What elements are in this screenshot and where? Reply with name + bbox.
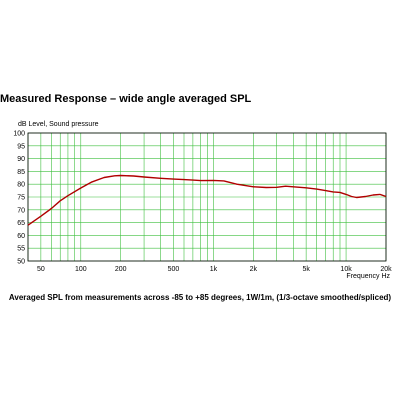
grid-lines (27, 132, 387, 262)
y-tick-label: 70 (17, 207, 25, 214)
y-tick-label: 60 (17, 233, 25, 240)
x-tick-label: 50 (37, 266, 45, 273)
plot-frame (27, 132, 387, 262)
x-tick-label: 2k (250, 266, 258, 273)
series-line-spl (27, 174, 387, 226)
x-tick-label: 20k (380, 266, 392, 273)
y-tick-label: 75 (17, 195, 25, 202)
x-tick-label: 500 (168, 266, 180, 273)
y-tick-label: 65 (17, 220, 25, 227)
y-tick-label: 55 (17, 246, 25, 253)
x-axis-label: Frequency Hz (346, 273, 390, 280)
x-tick-label: 100 (75, 266, 87, 273)
y-tick-label: 95 (17, 143, 25, 150)
chart-caption: Averaged SPL from measurements across -8… (8, 293, 392, 302)
axis-labels: dB Level, Sound pressure Frequency Hz 50… (13, 121, 392, 280)
y-axis-label: dB Level, Sound pressure (18, 121, 99, 128)
x-tick-label: 200 (115, 266, 127, 273)
y-tick-label: 85 (17, 169, 25, 176)
x-tick-label: 1k (210, 266, 218, 273)
y-tick-label: 80 (17, 182, 25, 189)
x-tick-label: 5k (302, 266, 310, 273)
chart-heading: Measured Response – wide angle averaged … (0, 93, 252, 105)
y-tick-label: 100 (13, 131, 25, 138)
y-tick-label: 90 (17, 156, 25, 163)
series-layer (27, 174, 387, 226)
y-tick-label: 50 (17, 259, 25, 266)
x-tick-label: 10k (340, 266, 352, 273)
